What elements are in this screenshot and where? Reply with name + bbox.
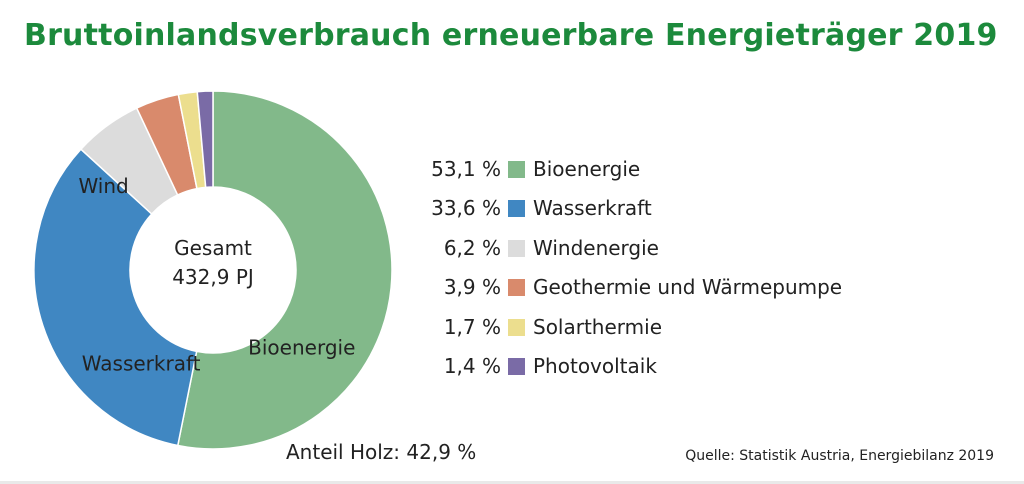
legend-swatch: [508, 200, 525, 218]
chart-title: Bruttoinlandsverbrauch erneuerbare Energ…: [24, 18, 998, 53]
legend-value: 6,2 %: [443, 235, 501, 260]
legend-label: Wasserkraft: [533, 196, 652, 221]
legend-swatch: [508, 239, 525, 257]
legend-swatch: [508, 357, 525, 375]
wood-share-note: Anteil Holz: 42,9 %: [286, 440, 477, 464]
chart-legend: 53,1 % Bioenergie 33,6 % Wasserkraft 6,2 %…: [405, 150, 842, 386]
legend-item: 53,1 % Bioenergie: [405, 150, 842, 189]
center-label-total: Gesamt: [174, 236, 252, 260]
legend-label: Photovoltaik: [533, 353, 657, 378]
center-label-value: 432,9 PJ: [172, 265, 254, 289]
donut-chart: Bioenergie Wasserkraft Wind Gesamt 432,9 P…: [33, 90, 393, 450]
legend-label: Windenergie: [533, 235, 659, 260]
legend-item: 3,9 % Geothermie und Wärmepumpe: [405, 268, 842, 307]
bottom-divider: [0, 481, 1024, 484]
legend-item: 1,7 % Solarthermie: [405, 308, 842, 347]
legend-item: 33,6 % Wasserkraft: [405, 189, 842, 228]
slice-label-bioenergie: Bioenergie: [248, 336, 355, 360]
legend-swatch: [508, 279, 525, 297]
legend-swatch: [508, 161, 525, 178]
legend-label: Geothermie und Wärmepumpe: [533, 275, 843, 300]
legend-swatch: [508, 318, 525, 336]
source-note: Quelle: Statistik Austria, Energiebilanz…: [685, 448, 994, 464]
donut-slice-wasserkraft: [33, 148, 198, 447]
donut-slice-bioenergie: [176, 90, 393, 450]
legend-value: 1,4 %: [443, 353, 501, 378]
legend-value: 53,1 %: [431, 157, 501, 181]
legend-item: 1,4 % Photovoltaik: [405, 347, 842, 386]
legend-value: 1,7 %: [443, 314, 501, 339]
donut-slice-photovoltaik: [196, 90, 214, 189]
legend-label: Bioenergie: [533, 157, 641, 181]
legend-item: 6,2 % Windenergie: [405, 229, 842, 268]
legend-value: 33,6 %: [431, 196, 501, 221]
slice-label-wind: Wind: [78, 174, 128, 198]
slice-label-wasserkraft: Wasserkraft: [82, 352, 201, 376]
legend-label: Solarthermie: [533, 314, 663, 339]
legend-value: 3,9 %: [443, 275, 501, 300]
